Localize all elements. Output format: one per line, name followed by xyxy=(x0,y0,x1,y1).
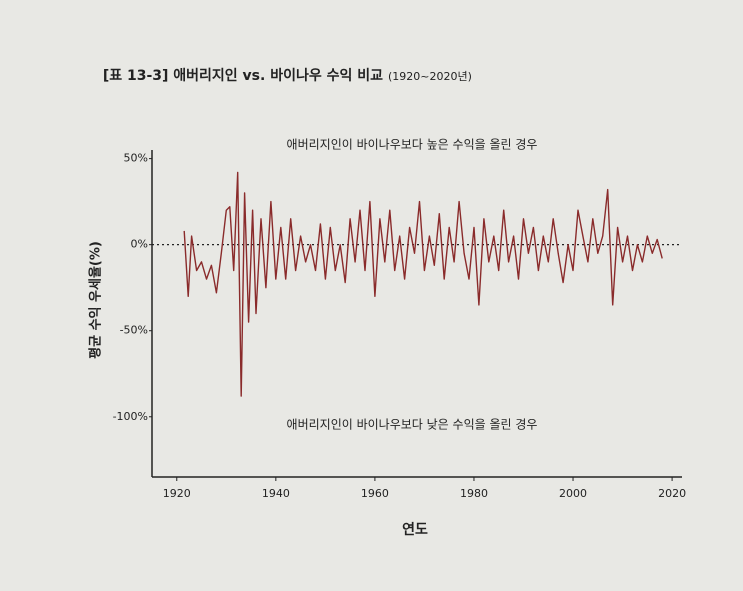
x-tick-label: 2020 xyxy=(658,487,686,500)
data-line xyxy=(183,171,663,397)
y-axis-label: 평균 수익 우세율(%) xyxy=(88,241,104,359)
y-tick-label: 0% xyxy=(131,238,148,251)
annotation: 애버리지인이 바이나우보다 높은 수익을 올린 경우 xyxy=(287,138,538,152)
x-tick-label: 2000 xyxy=(559,487,587,500)
x-tick-label: 1940 xyxy=(262,487,290,500)
annotation: 애버리지인이 바이나우보다 낮은 수익을 올린 경우 xyxy=(287,418,538,432)
x-tick-label: 1920 xyxy=(163,487,191,500)
chart-subtitle: (1920~2020년) xyxy=(388,70,472,83)
chart-title: [표 13-3] 애버리지인 vs. 바이나우 수익 비교 xyxy=(103,67,383,84)
x-tick-label: 1960 xyxy=(361,487,389,500)
x-axis-label: 연도 xyxy=(402,522,428,538)
y-tick-label: -100% xyxy=(113,410,148,423)
x-tick-label: 1980 xyxy=(460,487,488,500)
y-tick-label: 50% xyxy=(124,152,148,165)
y-tick-label: -50% xyxy=(120,324,148,337)
